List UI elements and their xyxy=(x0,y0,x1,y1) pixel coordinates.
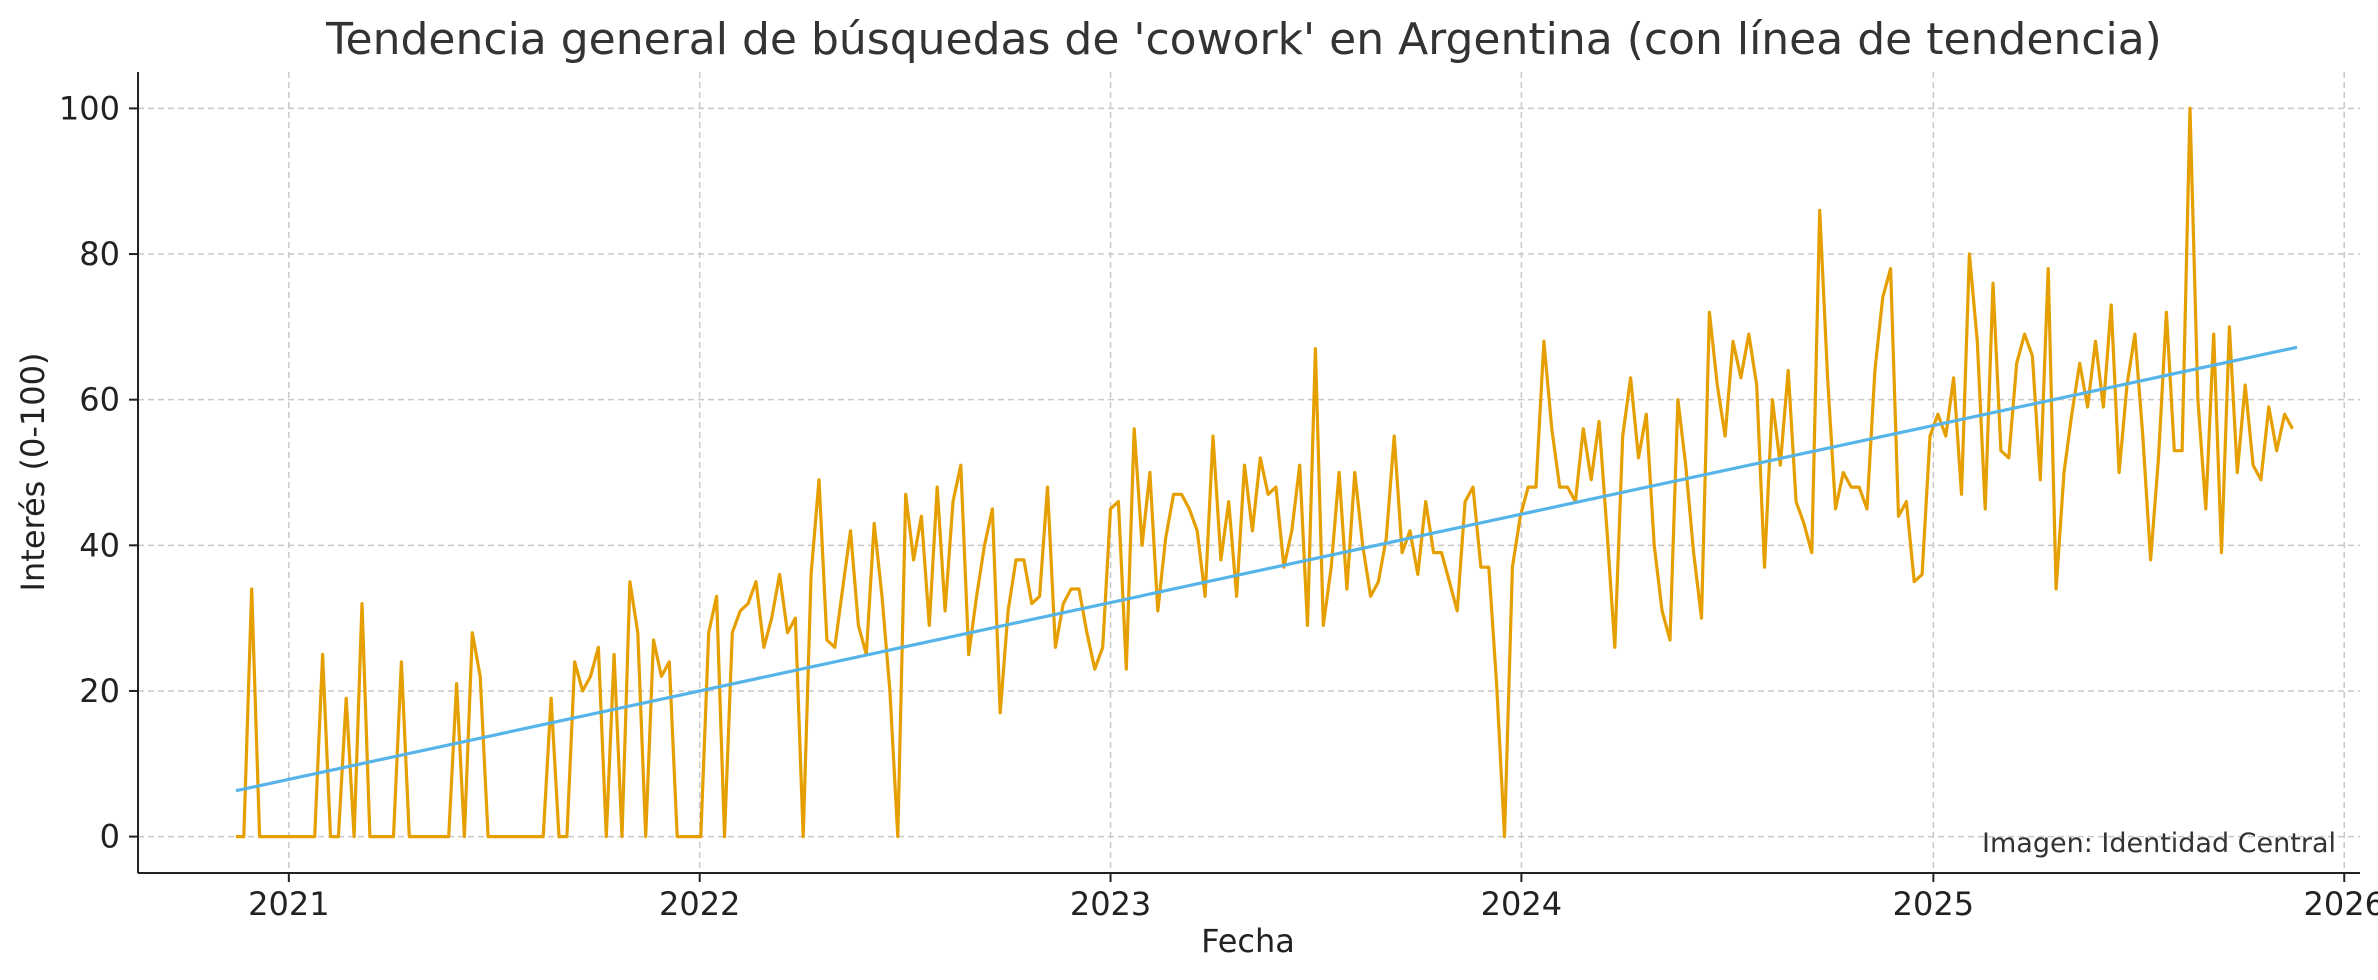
ticks: 0 20 40 60 80 100 2021 2022 2023 2024 2025 2026 xyxy=(59,89,2378,923)
y-tick-label: 20 xyxy=(79,672,120,710)
y-tick-label: 40 xyxy=(79,526,120,564)
y-tick-label: 0 xyxy=(100,818,120,856)
x-tick-label: 2025 xyxy=(1893,885,1974,923)
x-tick-label: 2021 xyxy=(248,885,329,923)
y-tick-label: 100 xyxy=(59,89,120,127)
axes xyxy=(137,72,2360,874)
y-tick-label: 80 xyxy=(79,235,120,273)
y-tick-label: 60 xyxy=(79,381,120,419)
x-tick-label: 2023 xyxy=(1070,885,1151,923)
x-tick-label: 2024 xyxy=(1481,885,1562,923)
series-layer xyxy=(235,106,2298,839)
x-tick-label: 2022 xyxy=(659,885,740,923)
chart-title: Tendencia general de búsquedas de 'cowor… xyxy=(325,14,2162,65)
x-axis-label: Fecha xyxy=(1201,922,1295,960)
trend-line xyxy=(235,345,2298,793)
series-line-interest xyxy=(235,106,2294,839)
x-tick-label: 2026 xyxy=(2304,885,2378,923)
image-credit: Imagen: Identidad Central xyxy=(1982,828,2336,859)
y-axis-label: Interés (0-100) xyxy=(14,353,52,592)
grid xyxy=(138,72,2360,873)
